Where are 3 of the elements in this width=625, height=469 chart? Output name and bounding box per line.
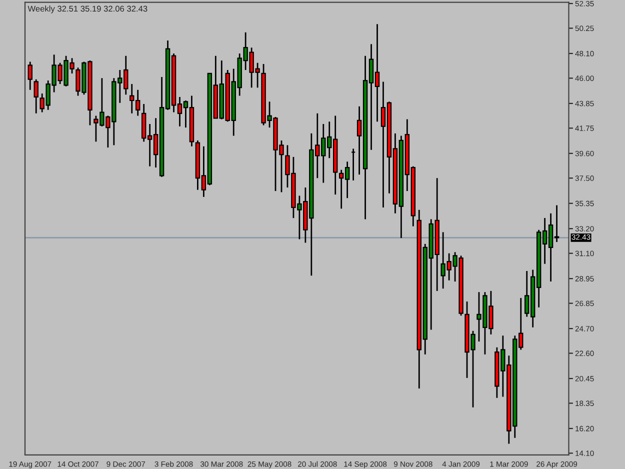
- candlestick: [34, 78, 38, 114]
- candlestick: [28, 61, 32, 91]
- chart-title: Weekly 32.51 35.19 32.06 32.43: [28, 6, 148, 14]
